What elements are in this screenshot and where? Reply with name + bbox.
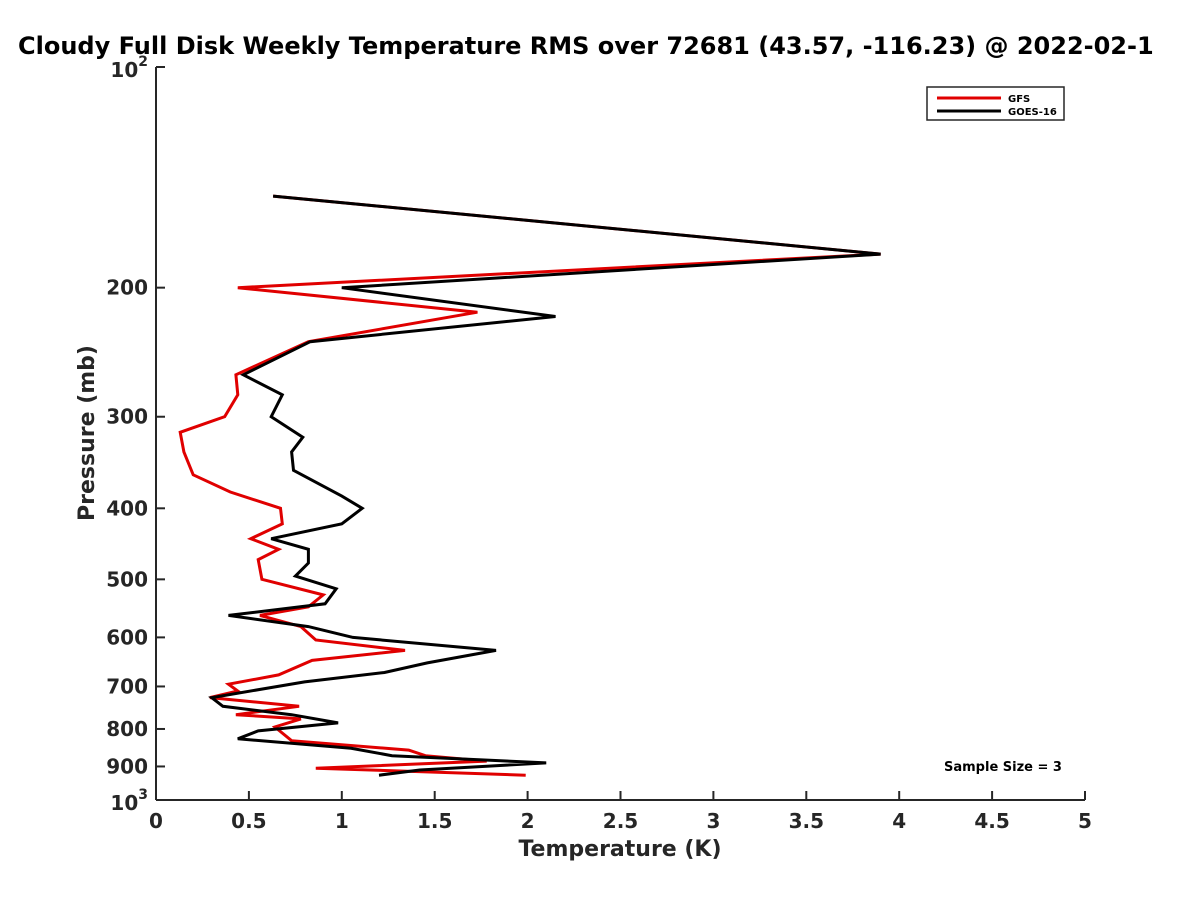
- x-tick-label: 1.5: [417, 809, 452, 833]
- y-tick-label: 900: [106, 754, 148, 778]
- x-tick-label: 3: [706, 809, 720, 833]
- y-tick-label-power: 103: [110, 787, 148, 815]
- x-tick-label: 2.5: [603, 809, 638, 833]
- sample-size-annotation: Sample Size = 3: [944, 760, 1062, 775]
- x-tick-label: 0: [149, 809, 163, 833]
- legend-box: [926, 86, 1065, 121]
- y-tick-label: 200: [106, 276, 148, 300]
- y-tick-label: 700: [106, 674, 148, 698]
- y-tick-label-base: 10: [110, 791, 138, 815]
- y-tick-label: 600: [106, 625, 148, 649]
- axes: 0 0.5 1 1.5 2 2.5 3 3.5 4 4.5 51022003004005006007…: [106, 54, 1092, 833]
- series-line-goes-16: [208, 194, 881, 777]
- y-tick-label: 500: [106, 567, 148, 591]
- y-tick-label: 800: [106, 717, 148, 741]
- x-tick-label: 0.5: [231, 809, 266, 833]
- legend: GFS GOES-16: [926, 86, 1065, 121]
- legend-label: GFS: [1008, 94, 1030, 105]
- series-line-gfs: [178, 194, 881, 777]
- y-tick-label-power: 102: [110, 54, 148, 82]
- x-tick-label: 4.5: [974, 809, 1009, 833]
- x-tick-label: 2: [521, 809, 535, 833]
- y-axis-label: Pressure (mb): [75, 345, 100, 521]
- legend-label: GOES-16: [1008, 107, 1057, 118]
- y-tick-label-exponent: 3: [138, 787, 148, 803]
- x-tick-label: 5: [1078, 809, 1092, 833]
- series-layer: [178, 194, 881, 777]
- y-tick-label: 400: [106, 496, 148, 520]
- y-tick-label-exponent: 2: [138, 54, 148, 70]
- y-tick-label-base: 10: [110, 58, 138, 82]
- x-tick-label: 4: [892, 809, 906, 833]
- x-axis-label: Temperature (K): [518, 837, 721, 862]
- x-tick-label: 1: [335, 809, 349, 833]
- x-tick-label: 3.5: [789, 809, 824, 833]
- chart-title: Cloudy Full Disk Weekly Temperature RMS …: [18, 32, 1154, 60]
- y-tick-label: 300: [106, 405, 148, 429]
